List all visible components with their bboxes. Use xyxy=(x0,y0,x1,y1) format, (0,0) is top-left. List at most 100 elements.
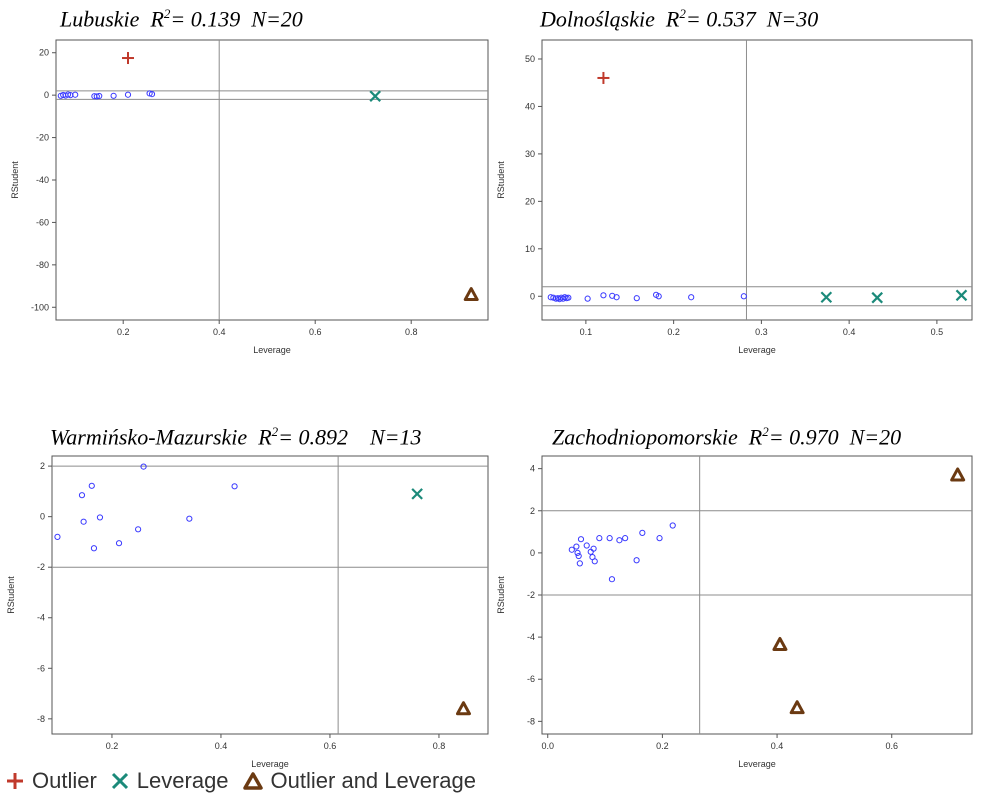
data-point xyxy=(124,91,132,98)
x-tick-label: 0.2 xyxy=(106,741,119,751)
data-point xyxy=(556,296,563,303)
data-point xyxy=(606,535,613,542)
y-tick-label: -80 xyxy=(36,260,49,270)
data-point xyxy=(96,514,104,521)
y-tick-label: -6 xyxy=(37,663,45,673)
outlier-leverage-point xyxy=(455,701,471,716)
x-tick-label: 0.8 xyxy=(433,741,446,751)
x-tick-label: 0.6 xyxy=(309,327,322,337)
data-point xyxy=(669,522,676,529)
x-tick-label: 0.6 xyxy=(324,741,337,751)
y-tick-label: 0 xyxy=(530,548,535,558)
outlier-leverage-point xyxy=(789,700,805,715)
y-tick-label: -8 xyxy=(37,714,45,724)
data-point xyxy=(584,295,591,302)
leverage-point xyxy=(369,90,381,102)
data-point xyxy=(231,483,238,490)
plot-frame xyxy=(541,39,973,321)
y-tick-label: -60 xyxy=(36,217,49,227)
legend-label-outlier: Outlier xyxy=(32,768,97,793)
outlier-leverage-point xyxy=(772,636,788,651)
triangle-icon xyxy=(242,772,263,790)
chart-title-2: Dolnośląskie R2= 0.537 N=30 xyxy=(540,6,819,32)
x-tick-label: 0.2 xyxy=(656,741,669,751)
data-point xyxy=(574,549,581,556)
y-tick-label: 0 xyxy=(530,291,535,301)
y-tick-label: -100 xyxy=(31,302,49,312)
data-point xyxy=(655,293,662,300)
outlier-point xyxy=(597,71,610,84)
x-axis-label: Leverage xyxy=(738,759,776,769)
data-point xyxy=(135,526,142,533)
x-axis-label: Leverage xyxy=(738,345,776,355)
data-point xyxy=(633,295,640,302)
data-point xyxy=(590,545,597,552)
y-tick-label: -40 xyxy=(36,175,49,185)
legend: Outlier Leverage Outlier and Leverage xyxy=(6,766,490,796)
x-tick-label: 0.8 xyxy=(405,327,418,337)
data-point xyxy=(591,558,598,565)
x-tick-label: 0.4 xyxy=(771,741,784,751)
data-point xyxy=(622,535,629,542)
legend-item-leverage: Leverage xyxy=(111,768,229,794)
y-axis-label: RStudent xyxy=(6,576,16,614)
data-point xyxy=(93,93,100,100)
data-point xyxy=(186,515,193,522)
data-point xyxy=(575,552,582,560)
outlier-point xyxy=(122,52,134,65)
data-point xyxy=(565,294,572,301)
data-point xyxy=(550,294,557,301)
y-tick-label: 0 xyxy=(40,512,45,522)
y-tick-label: 2 xyxy=(530,506,535,516)
x-tick-label: 0.0 xyxy=(541,741,554,751)
outlier-leverage-point xyxy=(463,287,479,302)
x-axis-label: Leverage xyxy=(253,345,291,355)
data-point xyxy=(587,548,594,555)
y-tick-label: 20 xyxy=(39,48,49,58)
outlier-leverage-point xyxy=(950,467,966,482)
x-tick-label: 0.2 xyxy=(117,327,130,337)
y-tick-label: 4 xyxy=(530,464,535,474)
plus-icon xyxy=(7,773,23,789)
data-point xyxy=(616,537,623,544)
x-axis-label: Leverage xyxy=(251,759,289,769)
data-point xyxy=(613,294,620,301)
data-point xyxy=(88,482,95,489)
data-point xyxy=(576,560,583,567)
data-point xyxy=(140,463,147,470)
data-point xyxy=(96,92,103,100)
y-tick-label: 0 xyxy=(44,90,49,100)
legend-item-outlier: Outlier xyxy=(6,768,97,794)
y-axis-label: RStudent xyxy=(496,161,506,199)
data-point xyxy=(633,557,640,564)
data-point xyxy=(688,294,695,301)
y-tick-label: 20 xyxy=(525,196,535,206)
x-tick-label: 0.4 xyxy=(213,327,226,337)
data-point xyxy=(80,518,87,525)
data-point xyxy=(72,91,79,98)
y-axis-label: RStudent xyxy=(496,576,506,614)
chart-title-3: Warmińsko-Mazurskie R2= 0.892 N=13 xyxy=(50,424,422,450)
data-point xyxy=(639,529,646,536)
data-point xyxy=(573,543,580,550)
data-point xyxy=(583,542,590,549)
y-tick-label: -2 xyxy=(37,562,45,572)
data-point xyxy=(608,576,616,583)
y-tick-label: 2 xyxy=(40,461,45,471)
y-tick-label: -20 xyxy=(36,133,49,143)
y-tick-label: 10 xyxy=(525,244,535,254)
data-point xyxy=(90,545,98,552)
leverage-point xyxy=(955,289,968,302)
x-tick-label: 0.5 xyxy=(931,327,944,337)
data-point xyxy=(568,546,575,553)
legend-label-leverage: Leverage xyxy=(136,768,229,793)
legend-item-both: Outlier and Leverage xyxy=(242,768,477,794)
data-point xyxy=(115,540,123,547)
data-point xyxy=(600,292,607,299)
x-tick-label: 0.4 xyxy=(215,741,228,751)
chart-title-1: Lubuskie R2= 0.139 N=20 xyxy=(60,6,303,32)
cross-icon xyxy=(111,772,128,790)
data-point xyxy=(740,293,747,300)
legend-label-both: Outlier and Leverage xyxy=(270,768,477,793)
